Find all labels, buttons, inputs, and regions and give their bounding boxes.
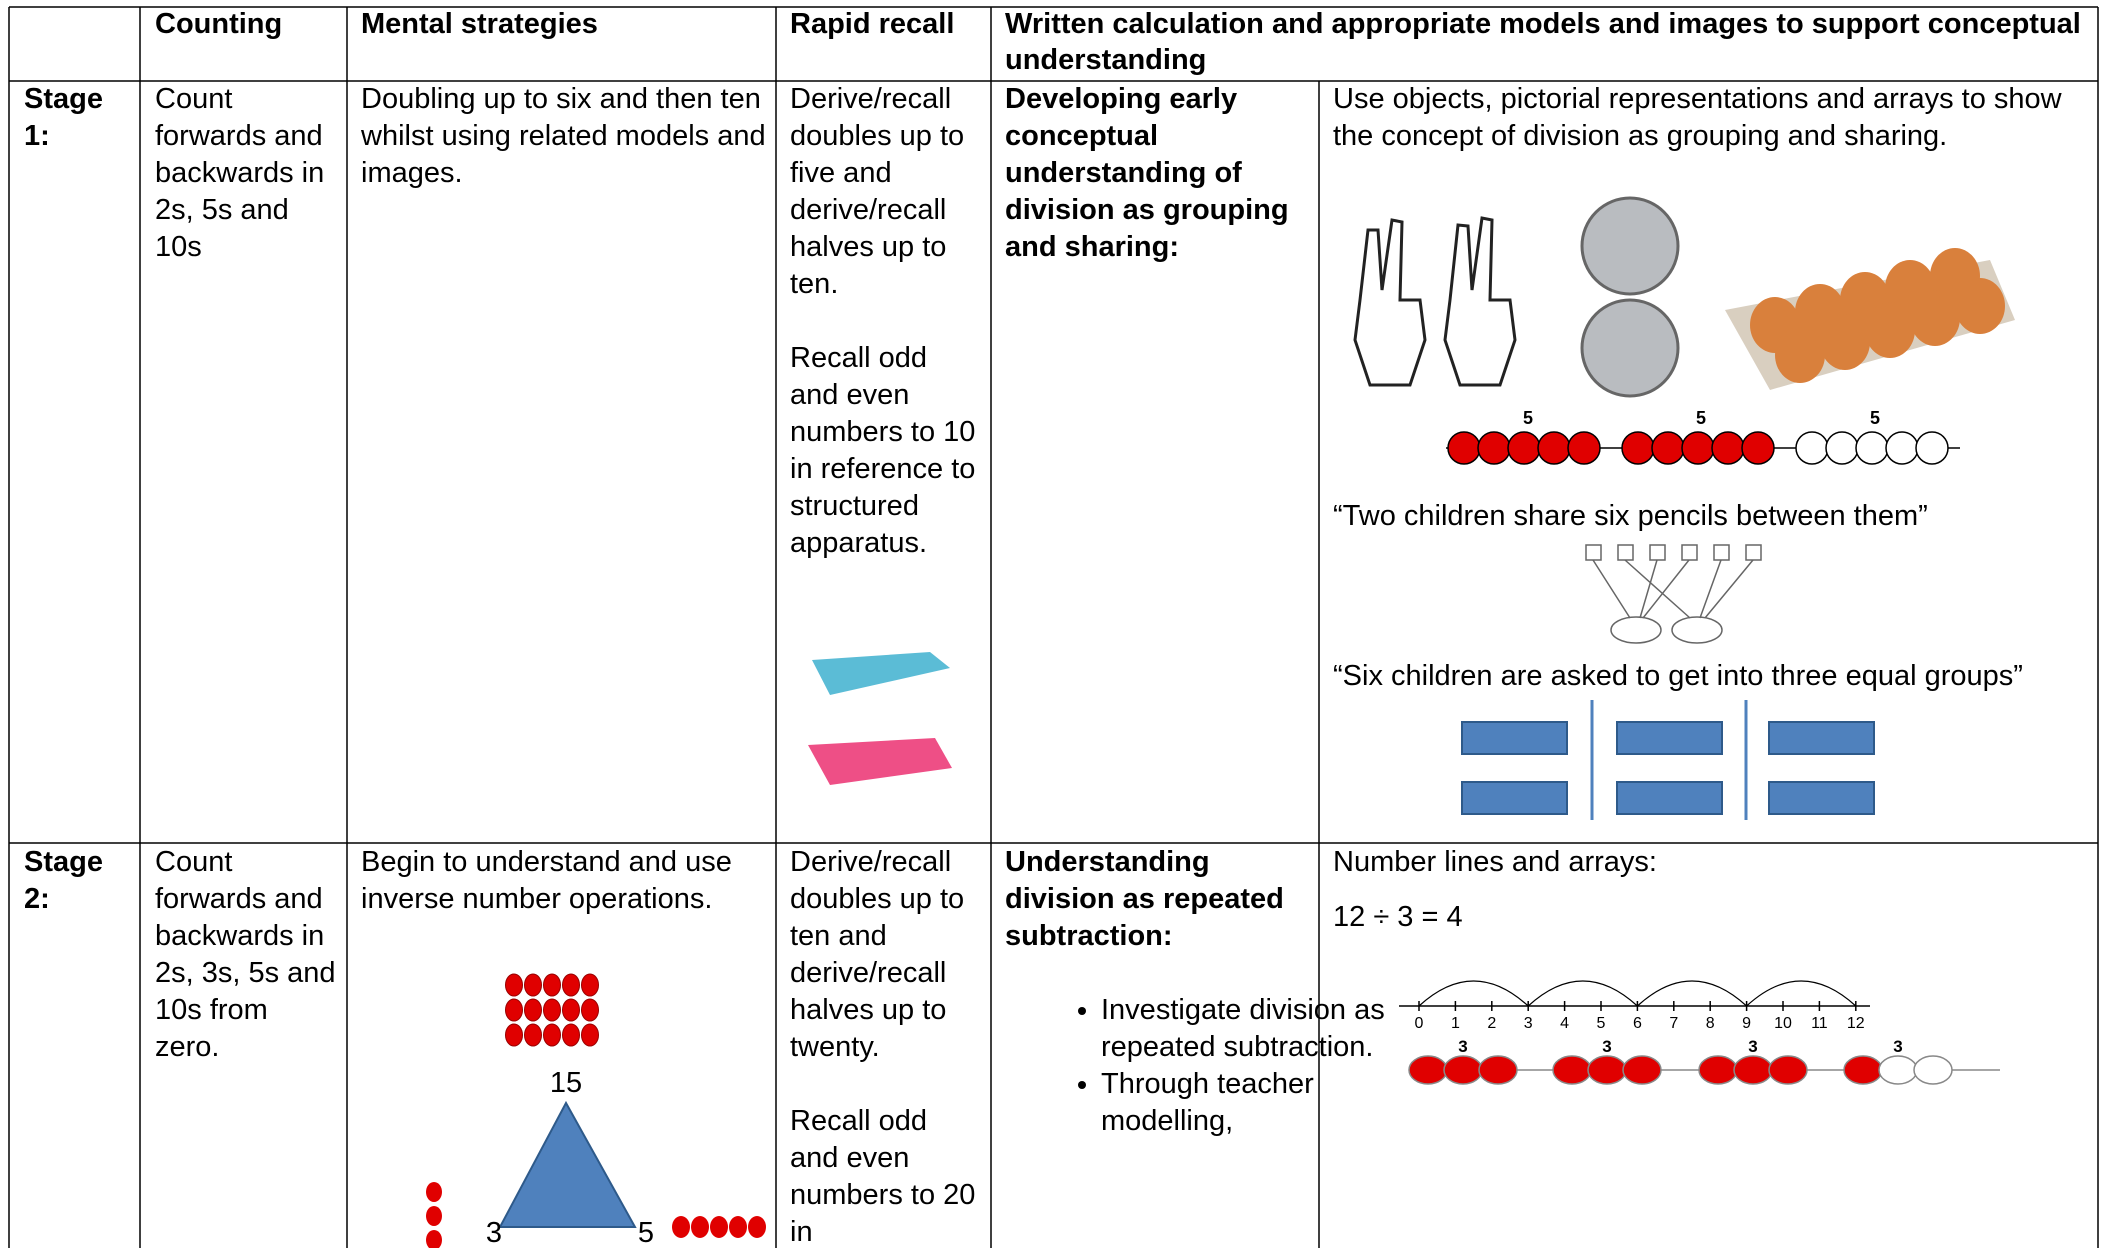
recall-text: Derive/recall doubles up to five and der… xyxy=(790,83,965,300)
bead-label: 3 xyxy=(1458,1037,1467,1056)
bead-label: 5 xyxy=(1523,408,1533,428)
bullet-list: Investigate division as repeated subtrac… xyxy=(1005,992,1401,1140)
recall-cell: Derive/recall doubles up to five and der… xyxy=(790,81,980,599)
bead xyxy=(581,1023,599,1047)
bead-array xyxy=(505,973,599,1047)
tick-label: 6 xyxy=(1633,1015,1642,1032)
tick-label: 8 xyxy=(1706,1015,1715,1032)
recall-text: Recall odd and even numbers to 10 in ref… xyxy=(790,342,976,559)
bead xyxy=(505,1023,523,1047)
bead-column xyxy=(426,1182,442,1248)
bead xyxy=(524,998,542,1022)
bead xyxy=(543,973,561,997)
quote: “Six children are asked to get into thre… xyxy=(1333,660,2023,692)
hands-image xyxy=(1353,216,1517,387)
tick-label: 4 xyxy=(1560,1015,1569,1032)
counting-cell: Count forwards and backwards in 2s, 3s, … xyxy=(155,846,336,1063)
recall-text: Recall odd and even numbers to 20 in xyxy=(790,1105,976,1248)
bead xyxy=(543,998,561,1022)
tick-label: 12 xyxy=(1847,1015,1865,1032)
eggs-image xyxy=(1725,248,2015,390)
bead xyxy=(524,1023,542,1047)
bead-label: 3 xyxy=(1893,1037,1902,1056)
recall-text: Derive/recall doubles up to ten and deri… xyxy=(790,846,965,1063)
table-borders xyxy=(8,6,2099,1248)
bead-row xyxy=(672,1216,766,1238)
bead xyxy=(562,973,580,997)
sharing-diagram xyxy=(1585,544,1762,644)
tick-label: 1 xyxy=(1451,1015,1460,1032)
grouping-boxes xyxy=(1461,700,1875,820)
header-cell: Counting xyxy=(155,8,283,40)
bead-label: 5 xyxy=(1870,408,1880,428)
jump-arc xyxy=(1636,980,1748,1007)
mental-cell: Doubling up to six and then ten whilst u… xyxy=(361,83,766,189)
counting-cell: Count forwards and backwards in 2s, 5s a… xyxy=(155,83,325,263)
bead xyxy=(505,998,523,1022)
jump-arc xyxy=(1418,980,1529,1007)
coins-image xyxy=(1580,196,1680,398)
bead xyxy=(581,998,599,1022)
header-cell: Rapid recall xyxy=(790,8,955,40)
tick-label: 9 xyxy=(1742,1015,1751,1032)
bullet: Through teacher modelling, xyxy=(1101,1066,1401,1140)
number-line: 0 1 2 3 4 5 6 7 8 9 10 11 12 xyxy=(1399,980,1870,1032)
tick-label: 5 xyxy=(1597,1015,1606,1032)
tick-label: 3 xyxy=(1524,1015,1533,1032)
header-cell: Mental strategies xyxy=(361,8,598,40)
quote: “Two children share six pencils between … xyxy=(1333,500,1928,532)
triangle-label: 15 xyxy=(550,1067,582,1099)
bead xyxy=(505,973,523,997)
bead-string xyxy=(1446,431,1960,465)
bead-label: 5 xyxy=(1696,408,1706,428)
bead-line xyxy=(1408,1055,2000,1085)
bead-label: 3 xyxy=(1602,1037,1611,1056)
equation: 12 ÷ 3 = 4 xyxy=(1333,901,1463,933)
triangle-label: 3 xyxy=(486,1217,502,1248)
jump-arc xyxy=(1746,980,1857,1007)
bead-label: 3 xyxy=(1748,1037,1757,1056)
stage-label: Stage 1: xyxy=(24,83,103,152)
tick-label: 11 xyxy=(1811,1015,1828,1032)
focus-cell: Understanding division as repeated subtr… xyxy=(1005,846,1284,952)
tick-label: 2 xyxy=(1487,1015,1496,1032)
tick-label: 10 xyxy=(1774,1015,1792,1032)
tick-label: 7 xyxy=(1669,1015,1678,1032)
bead xyxy=(581,973,599,997)
focus-cell: Developing early conceptual understandin… xyxy=(1005,83,1289,263)
bead xyxy=(524,973,542,997)
models-intro: Number lines and arrays: xyxy=(1333,846,1657,878)
bead xyxy=(543,1023,561,1047)
bead xyxy=(562,998,580,1022)
bead xyxy=(562,1023,580,1047)
models-intro: Use objects, pictorial representations a… xyxy=(1333,83,2062,152)
header-cell: Written calculation and appropriate mode… xyxy=(1005,8,2081,76)
tick-label: 0 xyxy=(1415,1015,1424,1032)
bullet: Investigate division as repeated subtrac… xyxy=(1101,992,1401,1066)
mental-cell: Begin to understand and use inverse numb… xyxy=(361,846,732,915)
triangle-label: 5 xyxy=(638,1217,654,1248)
stage-label: Stage 2: xyxy=(24,846,103,915)
triangle xyxy=(498,1100,637,1228)
recall-cell: Derive/recall doubles up to ten and deri… xyxy=(790,844,980,1248)
tray-images xyxy=(808,652,952,785)
jump-arc xyxy=(1527,980,1638,1007)
